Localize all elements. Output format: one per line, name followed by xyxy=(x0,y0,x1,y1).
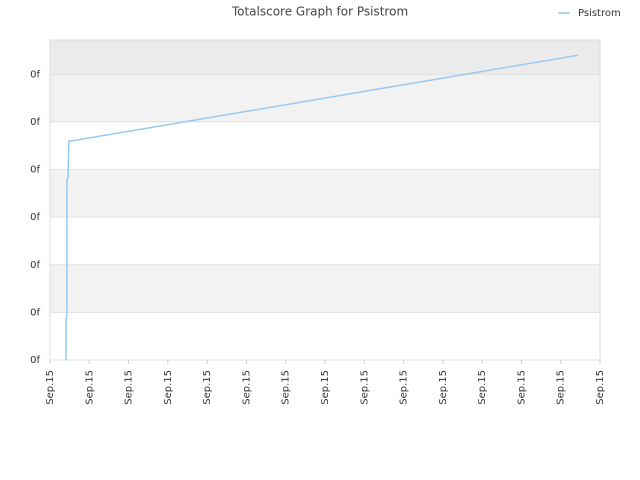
x-tick-label: Sep.15 xyxy=(84,370,95,405)
x-tick-label: Sep.15 xyxy=(477,370,488,405)
legend-label: Psistrom xyxy=(578,8,621,19)
plot-band xyxy=(50,312,600,360)
x-tick-label: Sep.15 xyxy=(359,370,370,405)
plot-band xyxy=(50,217,600,265)
x-tick-label: Sep.15 xyxy=(556,370,567,405)
x-tick-label: Sep.15 xyxy=(241,370,252,405)
y-tick-label: 0f xyxy=(30,117,40,128)
x-tick-label: Sep.15 xyxy=(438,370,449,405)
y-tick-label: 0f xyxy=(30,260,40,271)
plot-band xyxy=(50,40,600,75)
x-tick-label: Sep.15 xyxy=(124,370,135,405)
x-tick-label: Sep.15 xyxy=(399,370,410,405)
x-tick-label: Sep.15 xyxy=(202,370,213,405)
data-line xyxy=(65,54,579,360)
plot-band xyxy=(50,121,600,170)
x-tick-label: Sep.15 xyxy=(516,370,527,405)
y-tick-label: 0f xyxy=(30,355,40,366)
chart-title: Totalscore Graph for Psistrom xyxy=(231,5,408,19)
x-tick-label: Sep.15 xyxy=(320,370,331,405)
y-tick-label: 0f xyxy=(30,165,40,176)
y-tick-label: 0f xyxy=(30,307,40,318)
x-tick-label: Sep.15 xyxy=(45,370,56,405)
y-tick-label: 0f xyxy=(30,212,40,223)
y-tick-label: 0f xyxy=(30,69,40,80)
plot-band xyxy=(50,169,600,218)
plot-band xyxy=(50,264,600,313)
x-tick-label: Sep.15 xyxy=(281,370,292,405)
x-tick-label: Sep.15 xyxy=(595,370,606,405)
x-tick-label: Sep.15 xyxy=(163,370,174,405)
